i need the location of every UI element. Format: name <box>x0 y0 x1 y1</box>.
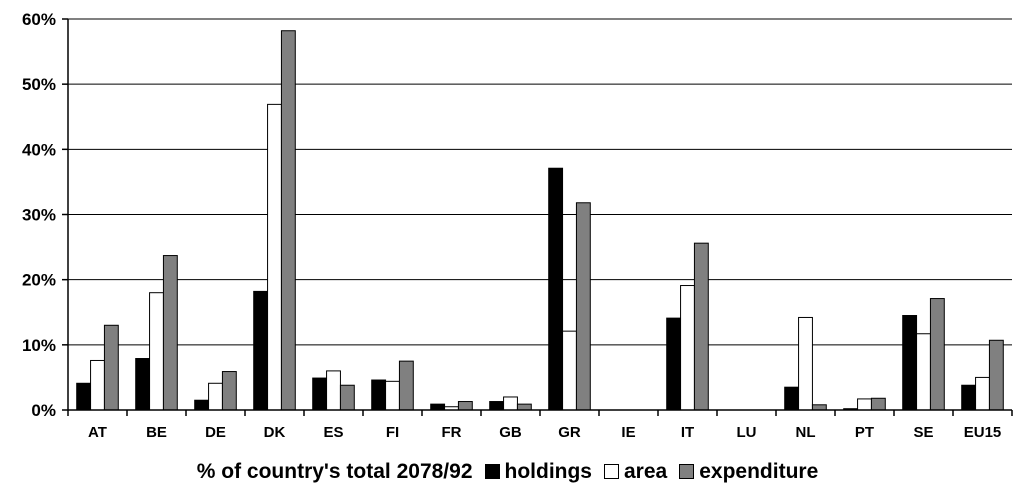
bar-area-gb <box>503 396 518 411</box>
y-tick-label: 0% <box>31 401 56 420</box>
bar-holdings-es <box>312 377 328 411</box>
x-axis-ticks: AT BE DE DK ES FI FR GB GR IE IT LU NL PT SE EU15 <box>67 410 1013 441</box>
bar-holdings-gr <box>548 167 564 411</box>
y-tick-label: 50% <box>22 75 56 94</box>
bar-area-se <box>916 333 931 411</box>
bar-area-fi <box>385 380 400 411</box>
bar-expenditure-es <box>339 384 355 411</box>
bar-holdings-fr <box>430 403 446 411</box>
bar-holdings-eu15 <box>961 384 977 411</box>
y-tick-label: 10% <box>22 336 56 355</box>
legend-swatch-area <box>604 464 619 479</box>
bar-area-at <box>90 359 105 411</box>
bar-holdings-nl <box>784 386 800 411</box>
bar-expenditure-fr <box>457 401 473 411</box>
legend-swatch-expenditure <box>679 464 695 479</box>
y-tick-label: 60% <box>22 10 56 29</box>
x-tick-label: DE <box>205 424 226 441</box>
bar-area-nl <box>798 316 813 411</box>
x-tick-label: FR <box>442 424 462 441</box>
x-tick-label: GR <box>558 424 581 441</box>
bar-area-es <box>326 370 341 411</box>
bar-expenditure-pt <box>870 397 886 411</box>
bar-holdings-se <box>902 315 918 411</box>
legend-label-expenditure: expenditure <box>699 459 819 483</box>
bar-expenditure-eu15 <box>988 339 1004 411</box>
bar-holdings-gb <box>489 401 505 411</box>
bar-holdings-at <box>76 382 92 411</box>
x-tick-label: SE <box>913 424 933 441</box>
legend-label-area: area <box>624 459 668 483</box>
bars <box>76 30 1004 411</box>
bar-holdings-fi <box>371 379 387 411</box>
gridlines <box>68 18 1012 346</box>
bar-expenditure-gr <box>575 202 591 411</box>
bar-expenditure-it <box>693 242 709 411</box>
bar-expenditure-gb <box>516 403 532 411</box>
bar-area-dk <box>267 103 282 411</box>
bar-holdings-it <box>666 317 682 411</box>
x-tick-label: DK <box>264 424 286 441</box>
bar-holdings-de <box>194 399 210 411</box>
bar-expenditure-de <box>221 371 237 411</box>
x-tick-label: PT <box>855 424 874 441</box>
bar-expenditure-nl <box>811 404 827 411</box>
bar-expenditure-se <box>929 298 945 411</box>
bar-expenditure-be <box>162 255 178 411</box>
bar-holdings-be <box>135 358 151 411</box>
x-tick-label: IT <box>681 424 694 441</box>
bar-expenditure-at <box>103 324 119 411</box>
y-tick-label: 30% <box>22 206 56 225</box>
bar-area-it <box>680 285 695 411</box>
bar-area-be <box>149 292 164 411</box>
bar-area-eu15 <box>975 376 990 411</box>
y-tick-label: 20% <box>22 271 56 290</box>
x-tick-label: FI <box>386 424 399 441</box>
bar-area-de <box>208 382 223 411</box>
x-tick-label: IE <box>621 424 635 441</box>
y-axis-ticks: 0% 10% 20% 30% 40% 50% 60% <box>22 10 68 420</box>
x-tick-label: AT <box>88 424 107 441</box>
bar-area-gr <box>562 330 577 411</box>
x-tick-label: ES <box>323 424 343 441</box>
x-tick-label: BE <box>146 424 167 441</box>
legend-holdings: holdings <box>484 459 593 484</box>
x-tick-label: LU <box>737 424 757 441</box>
x-axis-label: % of country's total 2078/92 <box>196 459 473 483</box>
bar-holdings-dk <box>253 290 269 411</box>
x-tick-label: NL <box>796 424 816 441</box>
legend-expenditure: expenditure <box>679 460 818 484</box>
legend-swatch-holdings <box>484 464 500 479</box>
chart-footer: % of country's total 2078/92 holdings ar… <box>0 456 1015 487</box>
y-tick-label: 40% <box>22 140 56 159</box>
bar-expenditure-fi <box>398 360 414 411</box>
bar-expenditure-dk <box>280 30 296 411</box>
legend-label-holdings: holdings <box>504 459 593 483</box>
bar-area-pt <box>857 398 872 411</box>
legend-area: area <box>604 460 667 484</box>
x-tick-label: EU15 <box>964 424 1002 441</box>
x-tick-label: GB <box>499 424 522 441</box>
bar-chart: 0% 10% 20% 30% 40% 50% 60% AT BE DE DK ES FI FR GB GR I… <box>22 10 1013 441</box>
